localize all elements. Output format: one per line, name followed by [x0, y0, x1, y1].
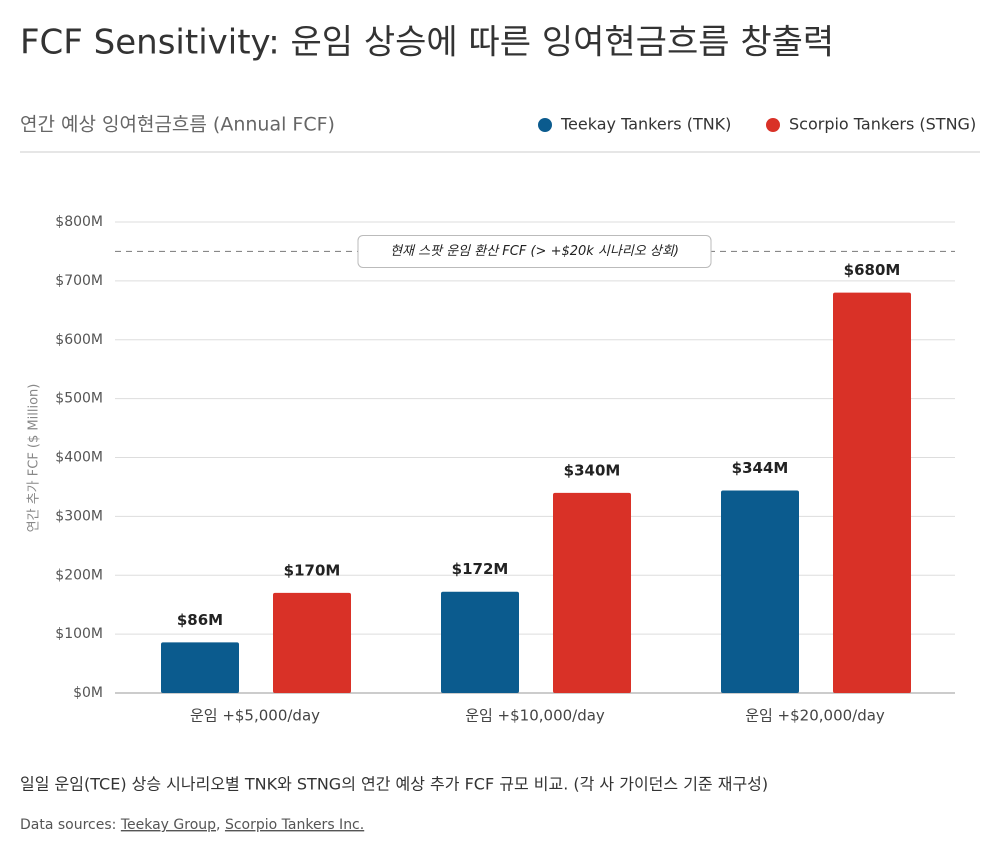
data-label: $340M — [564, 461, 621, 479]
sources-label: Data sources: — [20, 817, 116, 833]
annotation: 현재 스팟 운임 환산 FCF (> +$20k 시나리오 상회) — [390, 244, 679, 259]
data-label: $680M — [844, 261, 901, 279]
bar — [553, 492, 631, 693]
legend-label: Teekay Tankers (TNK) — [560, 115, 731, 134]
legend-swatch — [538, 118, 552, 132]
sources: Data sources: Teekay Group, Scorpio Tank… — [20, 817, 364, 833]
bar — [441, 591, 519, 693]
annotation-box — [357, 234, 712, 268]
x-tick-label: 운임 +$10,000/day — [465, 707, 605, 725]
legend-swatch — [766, 118, 780, 132]
y-tick-label: $700M — [55, 273, 103, 289]
source-link[interactable]: Teekay Group — [120, 817, 216, 833]
bar — [721, 490, 799, 693]
y-axis-label: 연간 추가 FCF ($ Million) — [27, 384, 42, 533]
x-tick-label: 운임 +$20,000/day — [745, 707, 885, 725]
y-tick-label: $600M — [55, 332, 103, 348]
separator: , — [216, 817, 220, 833]
data-label: $86M — [177, 611, 223, 629]
bar — [833, 292, 911, 693]
source-link[interactable]: Scorpio Tankers Inc. — [225, 817, 364, 833]
y-tick-label: $300M — [55, 508, 103, 524]
y-tick-label: $500M — [55, 391, 103, 407]
data-label: $172M — [452, 560, 509, 578]
x-tick-label: 운임 +$5,000/day — [190, 707, 320, 725]
y-tick-label: $800M — [55, 214, 103, 230]
bar — [273, 592, 351, 693]
data-label: $344M — [732, 459, 789, 477]
y-tick-label: $100M — [55, 626, 103, 642]
caption: 일일 운임(TCE) 상승 시나리오별 TNK와 STNG의 연간 예상 추가 … — [20, 775, 768, 794]
legend-label: Scorpio Tankers (STNG) — [789, 115, 976, 134]
y-tick-label: $0M — [73, 685, 103, 701]
page-title: FCF Sensitivity: 운임 상승에 따른 잉여현금흐름 창출력 — [20, 23, 834, 63]
bar — [161, 642, 239, 693]
data-label: $170M — [284, 561, 341, 579]
y-tick-label: $200M — [55, 567, 103, 583]
y-tick-label: $400M — [55, 450, 103, 466]
chart-subtitle: 연간 예상 잉여현금흐름 (Annual FCF) — [20, 114, 335, 136]
